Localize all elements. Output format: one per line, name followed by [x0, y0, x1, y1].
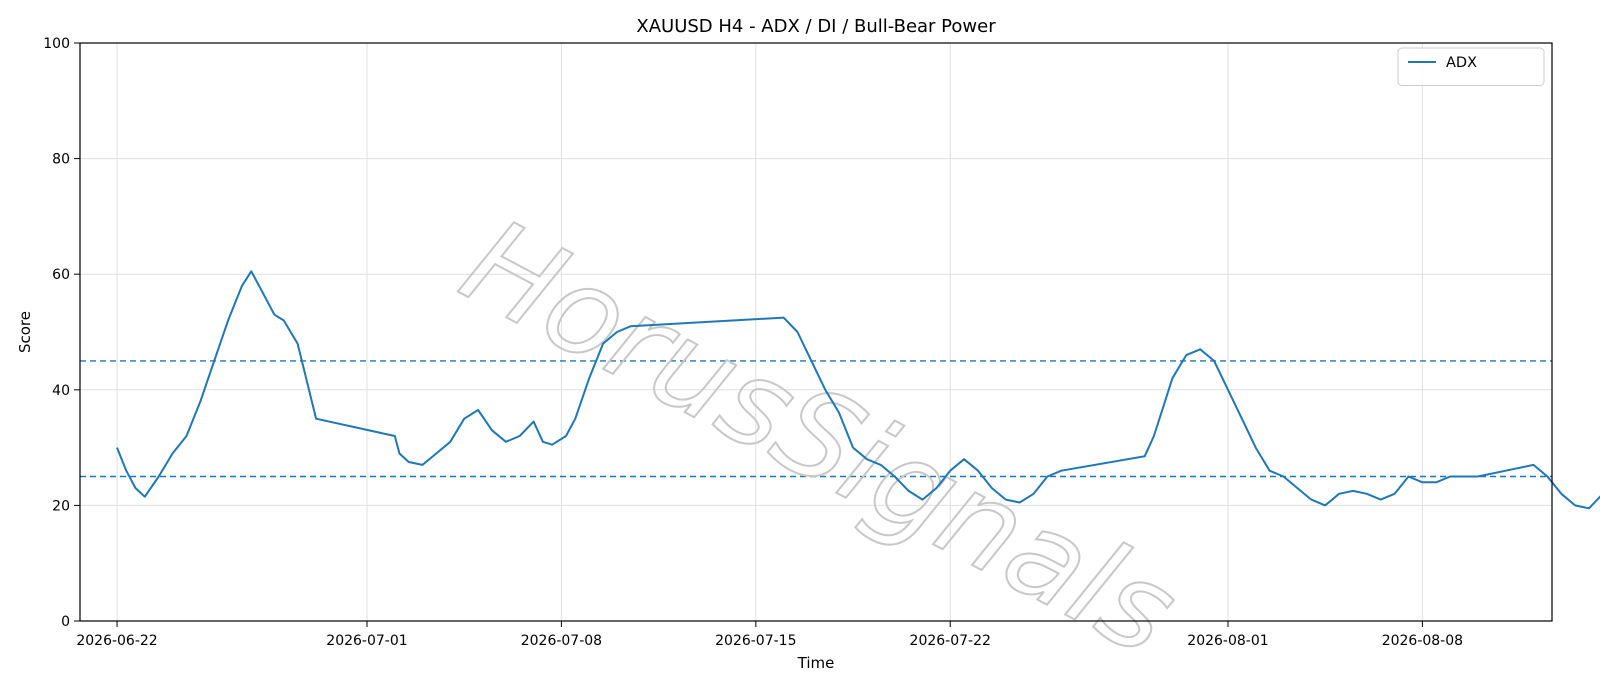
x-tick-label: 2026-08-01 [1187, 633, 1268, 649]
y-tick-label: 100 [43, 36, 70, 52]
legend-box [1397, 47, 1545, 86]
x-axis-title: Time [797, 654, 835, 672]
series-line-adx [116, 270, 1600, 510]
x-tick-label: 2026-08-08 [1382, 633, 1463, 649]
series-layer [116, 270, 1600, 510]
y-tick-label: 60 [52, 267, 70, 283]
x-tick-label: 2026-07-01 [326, 633, 407, 649]
y-axis-title: Score [16, 311, 34, 353]
grid-layer [80, 42, 1552, 622]
y-tick-label: 20 [52, 498, 70, 514]
x-tick-label: 2026-07-15 [715, 633, 796, 649]
watermark-text: HorusSignals [441, 193, 1197, 683]
legend-label: ADX [1446, 55, 1477, 71]
x-tick-label: 2026-07-08 [521, 633, 602, 649]
y-tick-label: 0 [61, 614, 70, 630]
x-axis-ticks: 2026-06-22 2026-07-01 2026-07-08 2026-07-15… [76, 621, 1463, 649]
chart-title: XAUUSD H4 - ADX / DI / Bull-Bear Power [636, 16, 996, 37]
plot-frame [79, 42, 1553, 622]
y-axis-ticks: 0 20 40 60 80 100 [43, 36, 80, 630]
x-tick-label: 2026-06-22 [76, 633, 157, 649]
y-tick-label: 40 [52, 383, 70, 399]
watermark: HorusSignals [440, 192, 1198, 684]
y-tick-label: 80 [52, 152, 70, 168]
legend: ADX [1397, 47, 1545, 86]
reference-lines [80, 360, 1552, 478]
x-tick-label: 2026-07-22 [910, 633, 991, 649]
